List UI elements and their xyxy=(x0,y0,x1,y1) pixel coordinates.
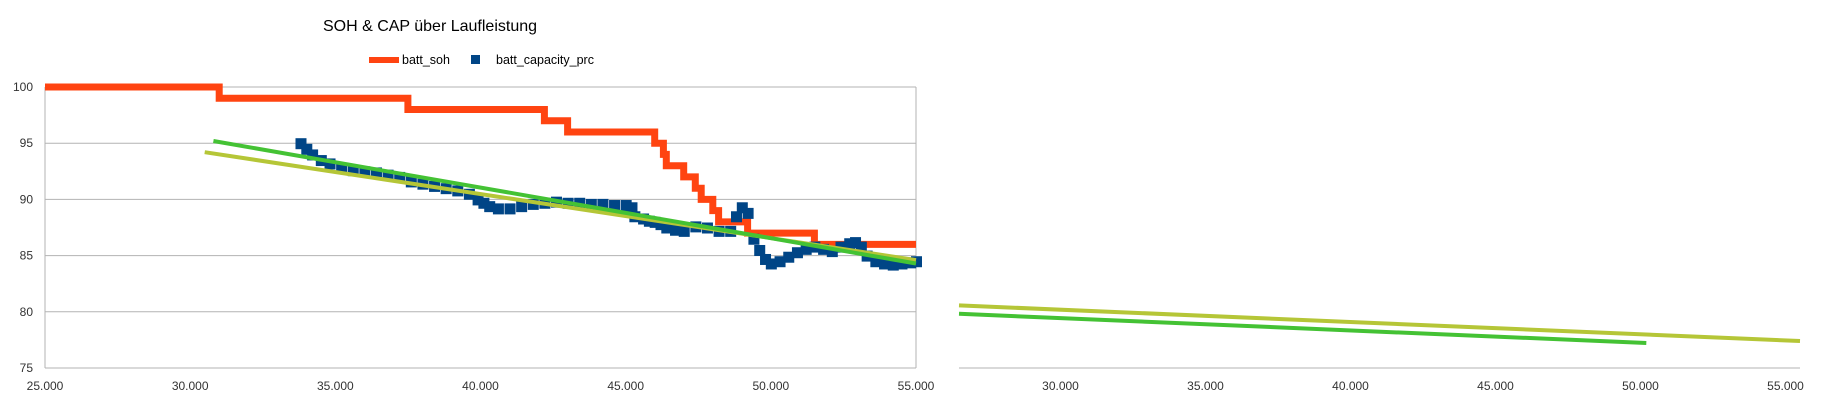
series-batt-capacity-points xyxy=(295,138,922,271)
capacity-point xyxy=(911,256,922,268)
x-tick-label: 25.000 xyxy=(27,379,64,393)
y-tick-label: 75 xyxy=(20,361,34,375)
legend-label-batt-soh: batt_soh xyxy=(402,53,450,67)
secondary-trendline-green xyxy=(958,311,1647,345)
capacity-point xyxy=(597,198,609,210)
y-tick-label: 95 xyxy=(20,136,34,150)
capacity-point xyxy=(347,165,359,177)
capacity-point xyxy=(760,253,772,265)
capacity-point xyxy=(661,222,673,234)
capacity-point xyxy=(754,244,766,256)
capacity-point xyxy=(370,167,382,179)
capacity-point xyxy=(626,202,638,214)
chart-title: SOH & CAP über Laufleistung xyxy=(323,18,537,35)
capacity-point xyxy=(678,225,690,237)
x-tick-label: 45.000 xyxy=(607,379,644,393)
capacity-point xyxy=(478,197,490,209)
capacity-point xyxy=(896,258,908,270)
capacity-point xyxy=(870,256,882,268)
legend: batt_soh batt_capacity_prc xyxy=(369,53,594,67)
x-tick-label: 40.000 xyxy=(462,379,499,393)
capacity-point xyxy=(336,162,348,174)
series-batt-soh-line xyxy=(45,83,916,248)
capacity-point xyxy=(295,138,307,150)
y-tick-label: 80 xyxy=(20,305,34,319)
capacity-point xyxy=(748,233,760,245)
capacity-point xyxy=(887,259,899,271)
capacity-point xyxy=(730,211,742,223)
capacity-point xyxy=(307,149,319,161)
capacity-point xyxy=(585,198,597,210)
capacity-point xyxy=(800,243,812,255)
capacity-point xyxy=(324,158,336,170)
x-tick-label: 55.000 xyxy=(898,379,935,393)
capacity-point xyxy=(742,207,754,219)
secondary-x-tick-label: 40.000 xyxy=(1332,379,1369,393)
capacity-point xyxy=(301,143,313,155)
capacity-point xyxy=(655,219,667,231)
trendline-green xyxy=(213,139,917,266)
capacity-point xyxy=(879,258,891,270)
capacity-point xyxy=(359,166,371,178)
capacity-point xyxy=(791,247,803,259)
capacity-point xyxy=(516,201,528,213)
capacity-point xyxy=(609,200,621,212)
legend-swatch-batt-soh xyxy=(369,57,399,63)
secondary-plot: 30.000 35.000 40.000 45.000 50.000 55.000 xyxy=(958,303,1804,393)
capacity-point xyxy=(527,198,539,210)
y-tick-label: 100 xyxy=(13,80,33,94)
x-tick-label: 50.000 xyxy=(752,379,789,393)
secondary-x-tick-label: 55.000 xyxy=(1767,379,1804,393)
capacity-point xyxy=(670,224,682,236)
secondary-x-tick-label: 50.000 xyxy=(1622,379,1659,393)
capacity-point xyxy=(472,194,484,206)
capacity-point xyxy=(492,203,504,215)
secondary-x-tick-label: 45.000 xyxy=(1477,379,1514,393)
capacity-point xyxy=(765,258,777,270)
capacity-point xyxy=(844,238,856,250)
capacity-point xyxy=(774,256,786,268)
y-tick-label: 90 xyxy=(20,192,34,206)
secondary-trendline-yellow xyxy=(958,303,1801,343)
main-plot: 75 80 85 90 95 100 25.000 30.000 35.000 40.000 45.… xyxy=(13,80,935,393)
y-tick-label: 85 xyxy=(20,249,34,263)
capacity-point xyxy=(484,201,496,213)
legend-label-batt-capacity: batt_capacity_prc xyxy=(496,53,594,67)
x-tick-label: 35.000 xyxy=(317,379,354,393)
capacity-point xyxy=(382,169,394,181)
legend-swatch-batt-capacity xyxy=(471,55,480,64)
capacity-point xyxy=(855,241,867,253)
secondary-x-tick-label: 30.000 xyxy=(1042,379,1079,393)
capacity-point xyxy=(783,251,795,263)
capacity-point xyxy=(736,202,748,214)
capacity-point xyxy=(620,200,632,212)
capacity-point xyxy=(504,203,516,215)
capacity-point xyxy=(850,237,862,249)
secondary-x-tick-label: 35.000 xyxy=(1187,379,1224,393)
x-tick-label: 30.000 xyxy=(172,379,209,393)
capacity-point xyxy=(394,171,406,183)
capacity-point xyxy=(826,246,838,258)
